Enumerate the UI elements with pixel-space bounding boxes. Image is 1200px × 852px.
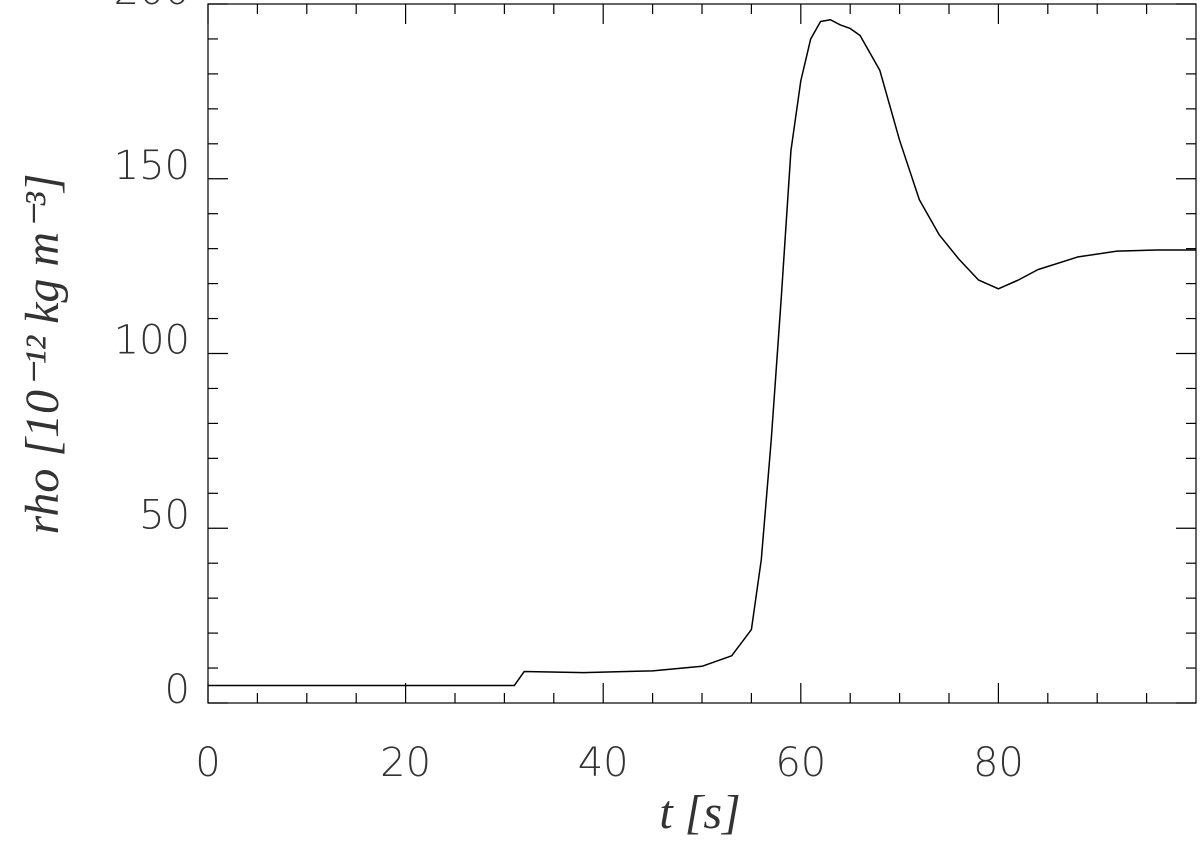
x-tick-label: 80 <box>973 740 1024 786</box>
y-tick-label: 150 <box>114 143 190 189</box>
x-tick-label: 60 <box>775 740 826 786</box>
plot-frame <box>207 3 1197 704</box>
x-axis-label: t [s] <box>659 786 740 839</box>
x-tick-label: 40 <box>578 740 629 786</box>
x-tick-label: 0 <box>195 740 220 786</box>
y-tick-label: 50 <box>139 492 190 538</box>
y-tick-label: 100 <box>114 318 190 364</box>
data-line <box>208 18 1196 687</box>
y-tick-label: 200 <box>114 0 190 14</box>
y-tick-label: 0 <box>165 667 190 713</box>
y-axis-label: rho [10⁻¹² kg m⁻³] <box>16 174 69 535</box>
x-tick-label: 20 <box>380 740 431 786</box>
